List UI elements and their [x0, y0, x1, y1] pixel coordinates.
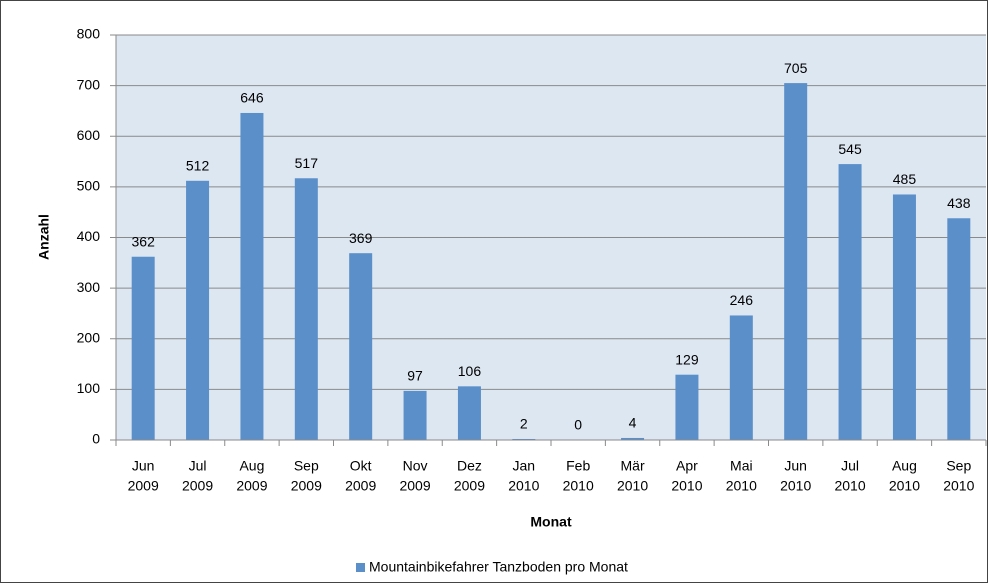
x-tick-label: Sep — [946, 458, 971, 474]
value-label: 2 — [520, 416, 528, 432]
bar — [784, 83, 808, 440]
legend-label: Mountainbikefahrer Tanzboden pro Monat — [369, 559, 628, 575]
value-label: 369 — [349, 230, 373, 246]
x-tick-label: 2010 — [563, 478, 594, 494]
x-tick-label: 2010 — [834, 478, 865, 494]
x-tick-label: 2010 — [508, 478, 539, 494]
bar — [729, 315, 753, 440]
value-label: 129 — [675, 351, 699, 367]
value-label: 362 — [132, 233, 156, 249]
x-tick-label: Aug — [239, 458, 264, 474]
x-tick-label: Jul — [841, 458, 859, 474]
value-label: 545 — [838, 141, 862, 157]
bar — [403, 390, 427, 440]
x-tick-label: Apr — [676, 458, 698, 474]
bar — [892, 194, 916, 440]
x-tick-label: Jan — [513, 458, 536, 474]
bar — [131, 256, 155, 440]
x-tick-label: 2010 — [726, 478, 757, 494]
x-tick-label: Sep — [294, 458, 319, 474]
x-tick-label: Jul — [189, 458, 207, 474]
legend-swatch — [356, 563, 365, 572]
value-label: 106 — [458, 363, 482, 379]
y-tick-label: 400 — [77, 228, 101, 244]
x-tick-label: 2010 — [889, 478, 920, 494]
value-label: 512 — [186, 158, 210, 174]
y-tick-label: 500 — [77, 178, 101, 194]
y-tick-label: 0 — [92, 431, 100, 447]
x-tick-label: Dez — [457, 458, 482, 474]
x-tick-label: 2010 — [617, 478, 648, 494]
y-tick-label: 600 — [77, 127, 101, 143]
x-tick-label: 2010 — [780, 478, 811, 494]
bar — [947, 218, 971, 440]
y-tick-label: 300 — [77, 279, 101, 295]
x-tick-label: Mai — [730, 458, 753, 474]
x-tick-label: Nov — [403, 458, 428, 474]
value-label: 4 — [629, 415, 637, 431]
value-label: 517 — [295, 155, 319, 171]
x-tick-label: Feb — [566, 458, 590, 474]
x-tick-label: Mär — [621, 458, 645, 474]
value-label: 646 — [240, 90, 264, 106]
x-tick-label: 2010 — [671, 478, 702, 494]
bar — [457, 386, 481, 440]
bar — [621, 437, 645, 440]
y-axis-label: Anzahl — [36, 214, 52, 260]
x-tick-label: 2010 — [943, 478, 974, 494]
x-tick-label: 2009 — [454, 478, 485, 494]
x-tick-label: 2009 — [345, 478, 376, 494]
x-tick-label: Aug — [892, 458, 917, 474]
bar — [512, 438, 536, 440]
y-tick-label: 800 — [77, 26, 101, 42]
x-axis-label: Monat — [530, 514, 572, 530]
x-tick-label: 2009 — [236, 478, 267, 494]
bar — [349, 253, 373, 440]
x-tick-label: 2009 — [399, 478, 430, 494]
y-tick-label: 200 — [77, 329, 101, 345]
bar — [240, 112, 264, 441]
y-tick-label: 100 — [77, 380, 101, 396]
bar — [186, 180, 210, 441]
y-tick-label: 700 — [77, 76, 101, 92]
value-label: 485 — [893, 171, 917, 187]
x-tick-label: 2009 — [182, 478, 213, 494]
x-tick-label: 2009 — [128, 478, 159, 494]
bar — [838, 164, 862, 440]
value-label: 246 — [730, 292, 754, 308]
x-tick-label: Okt — [350, 458, 372, 474]
value-label: 438 — [947, 195, 971, 211]
value-label: 705 — [784, 60, 808, 76]
value-label: 97 — [407, 368, 423, 384]
x-tick-label: Jun — [132, 458, 155, 474]
value-label: 0 — [574, 417, 582, 433]
bar — [675, 374, 699, 440]
x-tick-label: 2009 — [291, 478, 322, 494]
x-tick-label: Jun — [784, 458, 807, 474]
bar — [294, 178, 318, 441]
